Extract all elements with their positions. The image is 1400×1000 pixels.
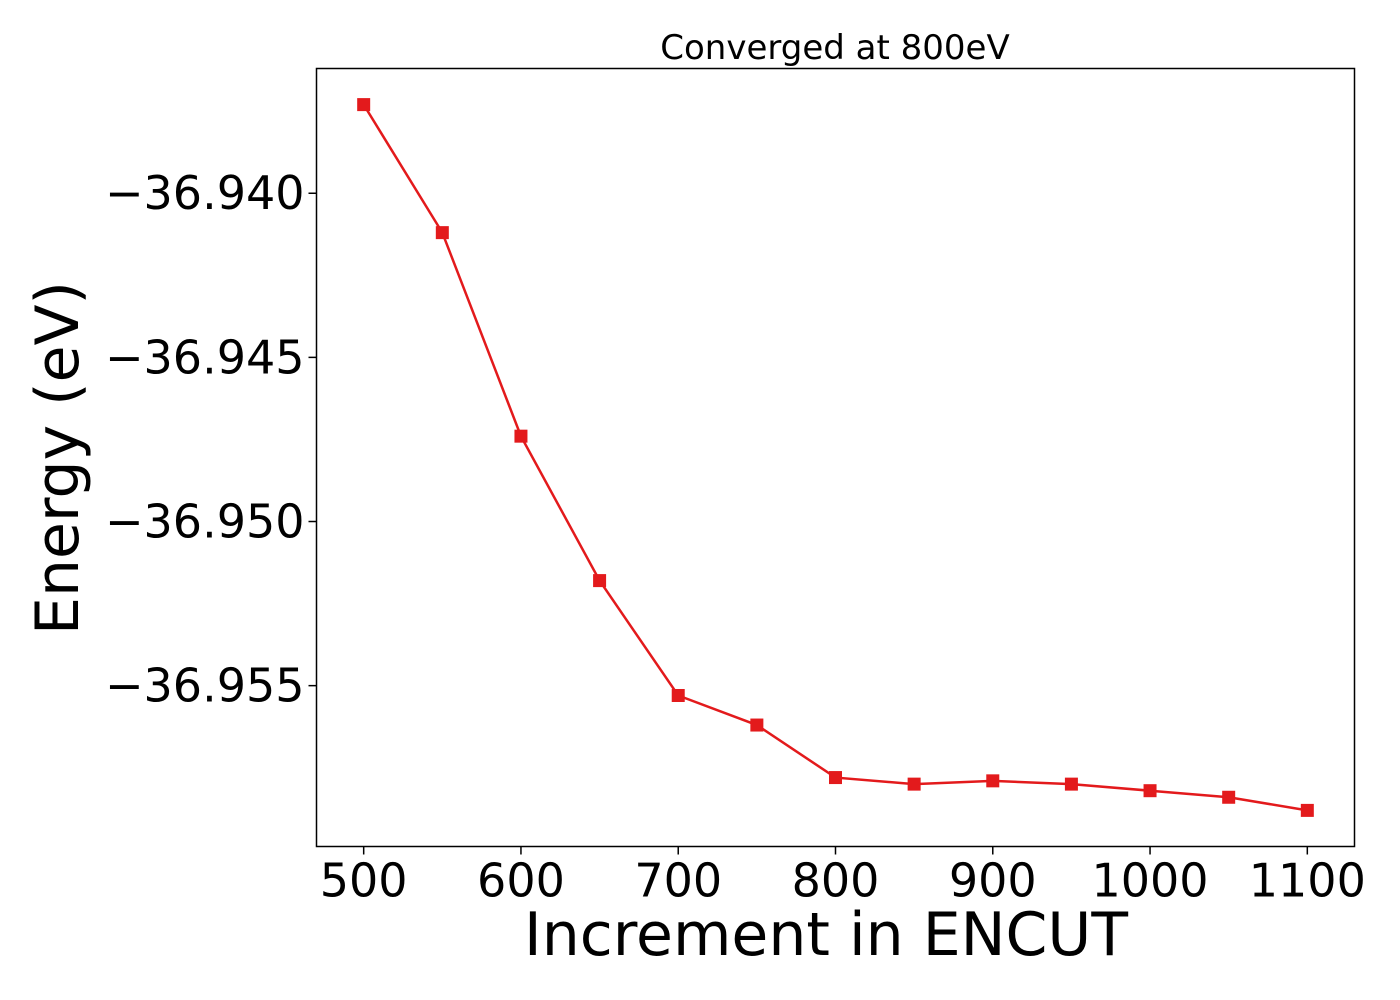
y-tick-label: −36.940: [105, 166, 305, 220]
x-axis-label: Increment in ENCUT: [524, 900, 1128, 970]
data-point: [1300, 803, 1314, 817]
data-point: [829, 771, 842, 785]
data-point: [514, 429, 528, 443]
x-tick-label: 700: [634, 854, 722, 908]
x-tick-label: 600: [477, 854, 565, 908]
data-point: [1222, 790, 1236, 804]
chart-title: Converged at 800eV: [660, 28, 1009, 68]
y-tick-label: −36.950: [105, 495, 305, 549]
x-tick-label: 900: [949, 854, 1037, 908]
data-point: [750, 718, 764, 732]
y-axis: −36.940 −36.945 −36.950 −36.955: [105, 166, 317, 713]
data-point: [357, 98, 371, 112]
data-point: [435, 226, 449, 240]
data-point: [1143, 784, 1157, 798]
y-axis-label: Energy (eV): [23, 281, 93, 635]
series-line: [362, 103, 1308, 812]
data-point: [986, 774, 1000, 788]
data-point: [593, 574, 607, 588]
data-point: [1064, 777, 1078, 791]
y-tick-label: −36.955: [105, 659, 305, 713]
y-tick-label: −36.945: [105, 330, 305, 384]
series-layer: [357, 98, 1314, 817]
x-tick-label: 1000: [1092, 854, 1209, 908]
plot-area: [315, 67, 1356, 848]
data-point: [671, 688, 685, 702]
x-axis: 500 600 700 800 900 1000 1100: [320, 846, 1366, 908]
x-tick-label: 800: [792, 854, 880, 908]
x-tick-label: 500: [320, 854, 408, 908]
data-point: [907, 777, 921, 791]
x-tick-label: 1100: [1249, 854, 1366, 908]
